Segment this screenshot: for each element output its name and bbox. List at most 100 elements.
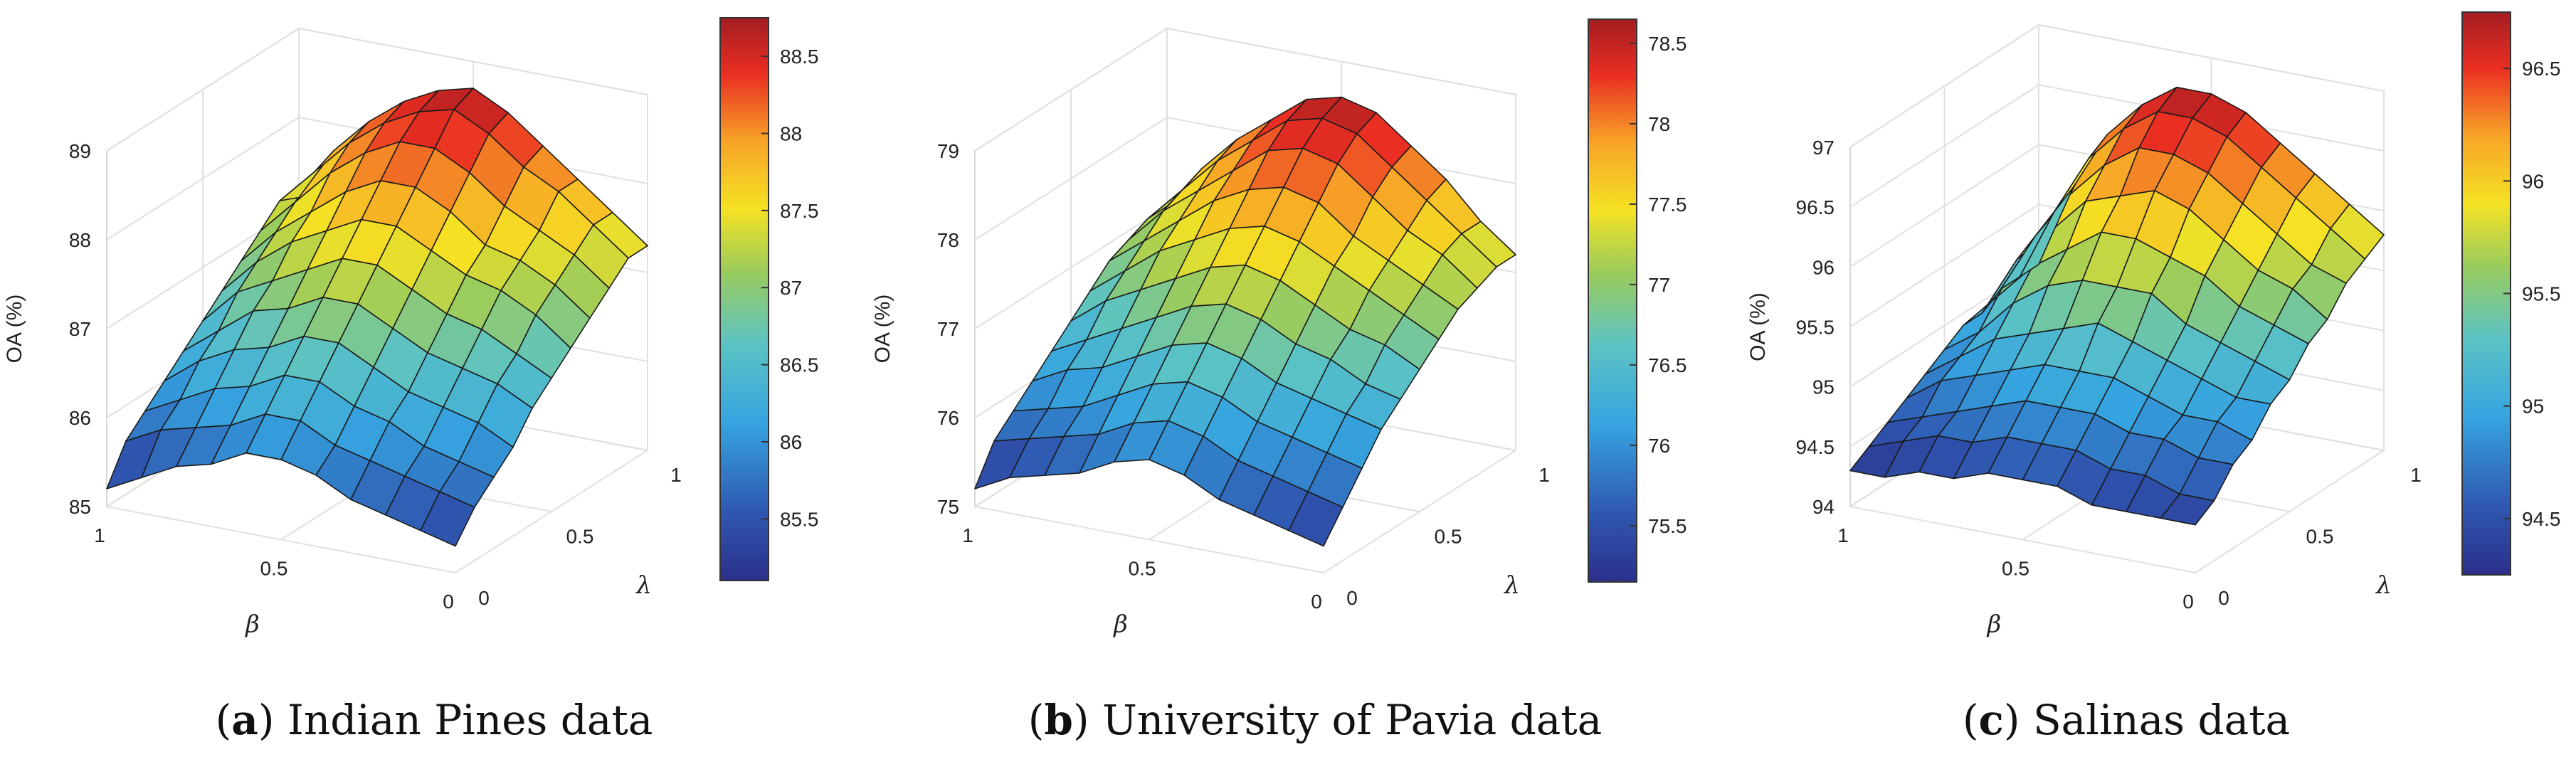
x-tick-label: 0.5 [1129,558,1156,580]
surface [1849,86,2385,526]
y-tick-label: 1 [670,464,682,486]
colorbar-tick-label: 86.5 [780,354,819,376]
surface [974,96,1516,547]
colorbar-tick-label: 77 [1648,274,1670,296]
caption-text: Indian Pines data [287,696,653,744]
colorbar-tick-label: 96 [2522,170,2544,192]
x-axis-label: β [1112,610,1128,639]
colorbar-tick-label: 75.5 [1648,515,1687,537]
z-tick-label: 89 [69,140,91,162]
caption-paren: ( [216,696,232,744]
colorbar-tick-label: 87.5 [780,200,819,222]
y-tick-label: 0 [2218,587,2229,609]
z-tick-label: 97 [1812,137,1835,159]
colorbar-gradient [1588,18,1637,583]
z-tick-label: 94.5 [1796,436,1835,458]
surface-patch [2330,203,2385,260]
caption-letter: c [1979,696,2004,744]
z-tick-label: 76 [937,407,959,429]
colorbar-tick-label: 86 [780,431,802,453]
x-tick-label: 0.5 [2002,558,2029,580]
z-tick-label: 94 [1812,496,1835,518]
y-tick-label: 0.5 [566,526,594,548]
surface [106,88,648,547]
colorbar-tick-label: 95.5 [2522,283,2561,305]
colorbar-tick-label: 85.5 [780,508,819,530]
z-tick-label: 85 [69,496,91,518]
colorbar: 85.5 86 86.5 87 87.5 88 88.5 [719,17,819,581]
x-axis-label: β [1986,610,2002,639]
colorbar-gradient [719,17,769,581]
caption-paren: ) [258,696,287,744]
colorbar: 75.5 76 76.5 77 77.5 78 78.5 [1588,18,1687,583]
floor-grid-line [2195,450,2385,573]
floor-grid-line [1323,450,1516,573]
z-axis-label: OA (%) [3,295,26,364]
z-axis-label: OA (%) [871,295,894,364]
x-tick-label: 0 [1311,591,1322,613]
y-tick-label: 0.5 [2306,526,2334,548]
surface-patch [1461,221,1516,268]
caption-text: University of Pavia data [1102,696,1602,744]
z-axis-label: OA (%) [1746,292,1770,361]
z-tick-label: 78 [937,229,959,251]
colorbar-tick-label: 94.5 [2522,508,2561,530]
colorbar-tick-label: 88 [780,123,802,145]
colorbar-tick-label: 78 [1648,113,1670,135]
y-axis-label: λ [2375,571,2392,600]
z-tick-label: 95 [1812,376,1835,398]
z-tick-label: 75 [937,496,959,518]
z-tick-label: 79 [937,140,959,162]
z-tick-label: 86 [69,407,91,429]
colorbar-tick-label: 95 [2522,396,2544,418]
colorbar: 94.5 95 95.5 96 96.5 [2461,11,2561,576]
axis-labels: 75 76 77 78 79 OA (%) 1 0.5 0 β 0 0.5 1 λ [871,140,1550,639]
z-tick-label: 77 [937,318,959,340]
colorbar-tick-label: 78.5 [1648,33,1687,55]
panel-university-of-pavia: 75 76 77 78 79 OA (%) 1 0.5 0 β 0 0.5 1 λ 75.5 76 76.5 77… [871,18,1687,744]
x-axis-label: β [244,610,260,639]
panel-caption: (c) Salinas data [1963,696,2290,744]
y-tick-label: 1 [2410,464,2422,486]
z-tick-label: 87 [69,318,91,340]
y-axis-label: λ [635,571,652,600]
z-tick-label: 95.5 [1796,317,1835,339]
caption-letter: b [1044,696,1073,744]
x-tick-label: 0 [2182,591,2194,613]
colorbar-tick-label: 96.5 [2522,58,2561,80]
z-tick-label: 88 [69,229,91,251]
colorbar-tick-label: 76.5 [1648,354,1687,376]
panel-indian-pines: 85 86 87 88 89 OA (%) 1 0.5 0 β 0 0.5 1 λ 85.5 86 86.5 87… [3,17,819,744]
x-tick-label: 0 [443,591,454,613]
colorbar-gradient [2461,11,2511,576]
x-tick-label: 1 [1837,524,1849,546]
z-tick-label: 96.5 [1796,196,1835,218]
caption-paren: ) [2004,696,2033,744]
panel-caption: (b) University of Pavia data [1028,696,1602,744]
axis-labels: 85 86 87 88 89 OA (%) 1 0.5 0 β 0 0.5 1 λ [3,140,682,639]
axis-labels: 94 94.5 95 95.5 96 96.5 97 OA (%) 1 0.5 0 β 0 0.5 1 λ [1746,137,2422,639]
y-axis-label: λ [1503,571,1520,600]
y-tick-label: 1 [1538,464,1550,486]
colorbar-tick-label: 87 [780,277,802,299]
floor-grid-line [455,450,648,573]
colorbar-tick-label: 76 [1648,435,1670,457]
y-tick-label: 0 [478,587,490,609]
colorbar-tick-label: 77.5 [1648,194,1687,216]
y-tick-label: 0 [1346,587,1358,609]
caption-paren: ) [1073,696,1102,744]
colorbar-tick-label: 88.5 [780,46,819,68]
x-tick-label: 0.5 [260,558,288,580]
caption-paren: ( [1028,696,1045,744]
caption-paren: ( [1963,696,1979,744]
panel-caption: (a) Indian Pines data [216,696,653,744]
surface-patch [593,211,648,259]
y-tick-label: 0.5 [1435,526,1462,548]
caption-text: Salinas data [2033,696,2290,744]
caption-letter: a [231,696,258,744]
x-tick-label: 1 [94,524,105,546]
x-tick-label: 1 [962,524,973,546]
z-tick-label: 96 [1812,256,1835,278]
